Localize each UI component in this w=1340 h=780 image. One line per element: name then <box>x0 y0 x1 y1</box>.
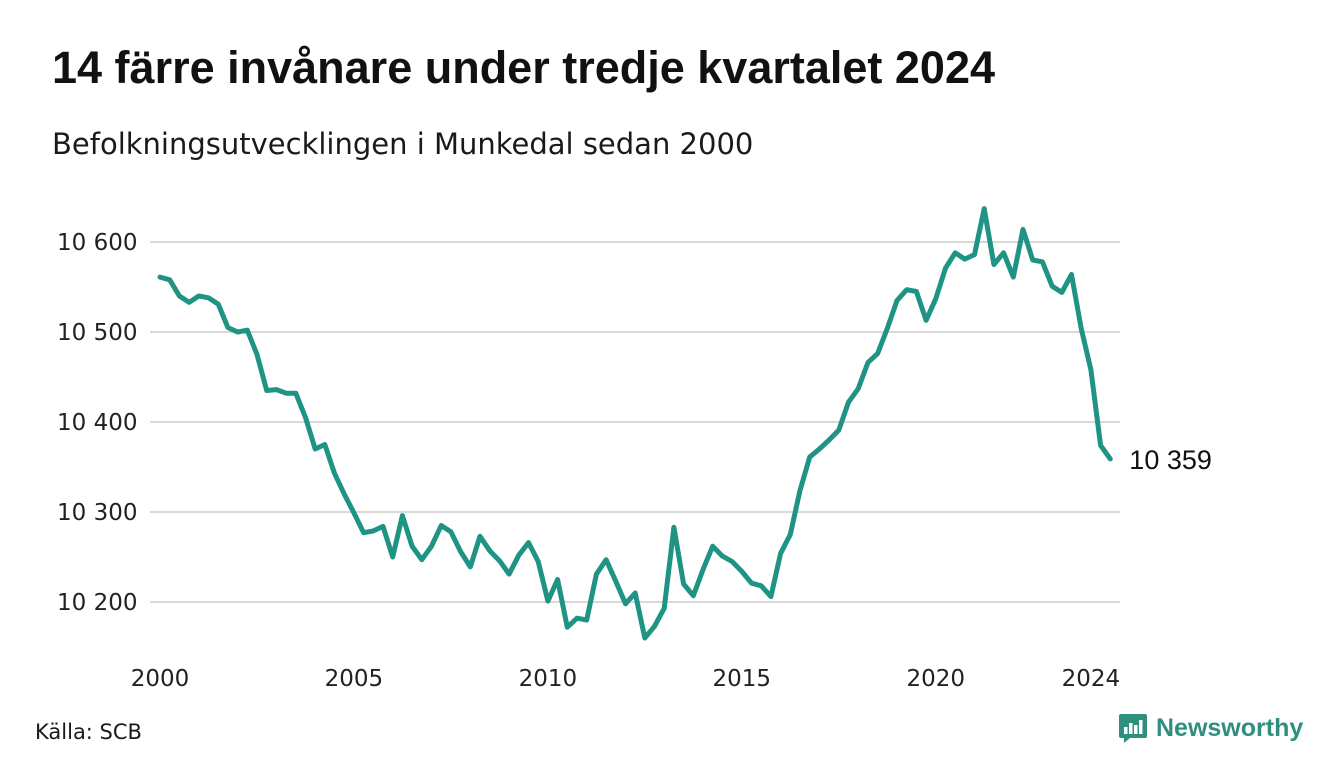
newsworthy-logo-icon <box>1119 714 1147 743</box>
source-label: Källa: SCB <box>35 720 142 744</box>
x-tick-label: 2000 <box>131 666 190 692</box>
y-tick-label: 10 400 <box>57 410 137 436</box>
x-tick-label: 2015 <box>713 666 772 692</box>
y-tick-label: 10 500 <box>57 320 137 346</box>
end-value-label: 10 359 <box>1129 445 1212 475</box>
gridlines <box>150 241 1120 603</box>
x-tick-label: 2024 <box>1062 666 1121 692</box>
x-tick-label: 2005 <box>325 666 384 692</box>
x-tick-label: 2020 <box>906 666 965 692</box>
y-tick-label: 10 200 <box>57 590 137 616</box>
chart-title: 14 färre invånare under tredje kvartalet… <box>52 42 996 93</box>
y-tick-label: 10 300 <box>57 500 137 526</box>
series-group <box>157 206 1113 641</box>
annotations: 10 359 <box>1129 445 1212 475</box>
population-line <box>157 206 1113 641</box>
x-tick-label: 2010 <box>519 666 578 692</box>
y-tick-label: 10 600 <box>57 230 137 256</box>
brand-name: Newsworthy <box>1156 713 1304 742</box>
chart-subtitle: Befolkningsutvecklingen i Munkedal sedan… <box>52 127 754 161</box>
y-axis-labels: 10 200 10 300 10 400 10 500 10 600 <box>57 230 137 616</box>
x-axis-labels: 2000 2005 2010 2015 2020 2024 <box>131 666 1120 692</box>
brand-logo[interactable]: Newsworthy <box>1118 712 1303 744</box>
